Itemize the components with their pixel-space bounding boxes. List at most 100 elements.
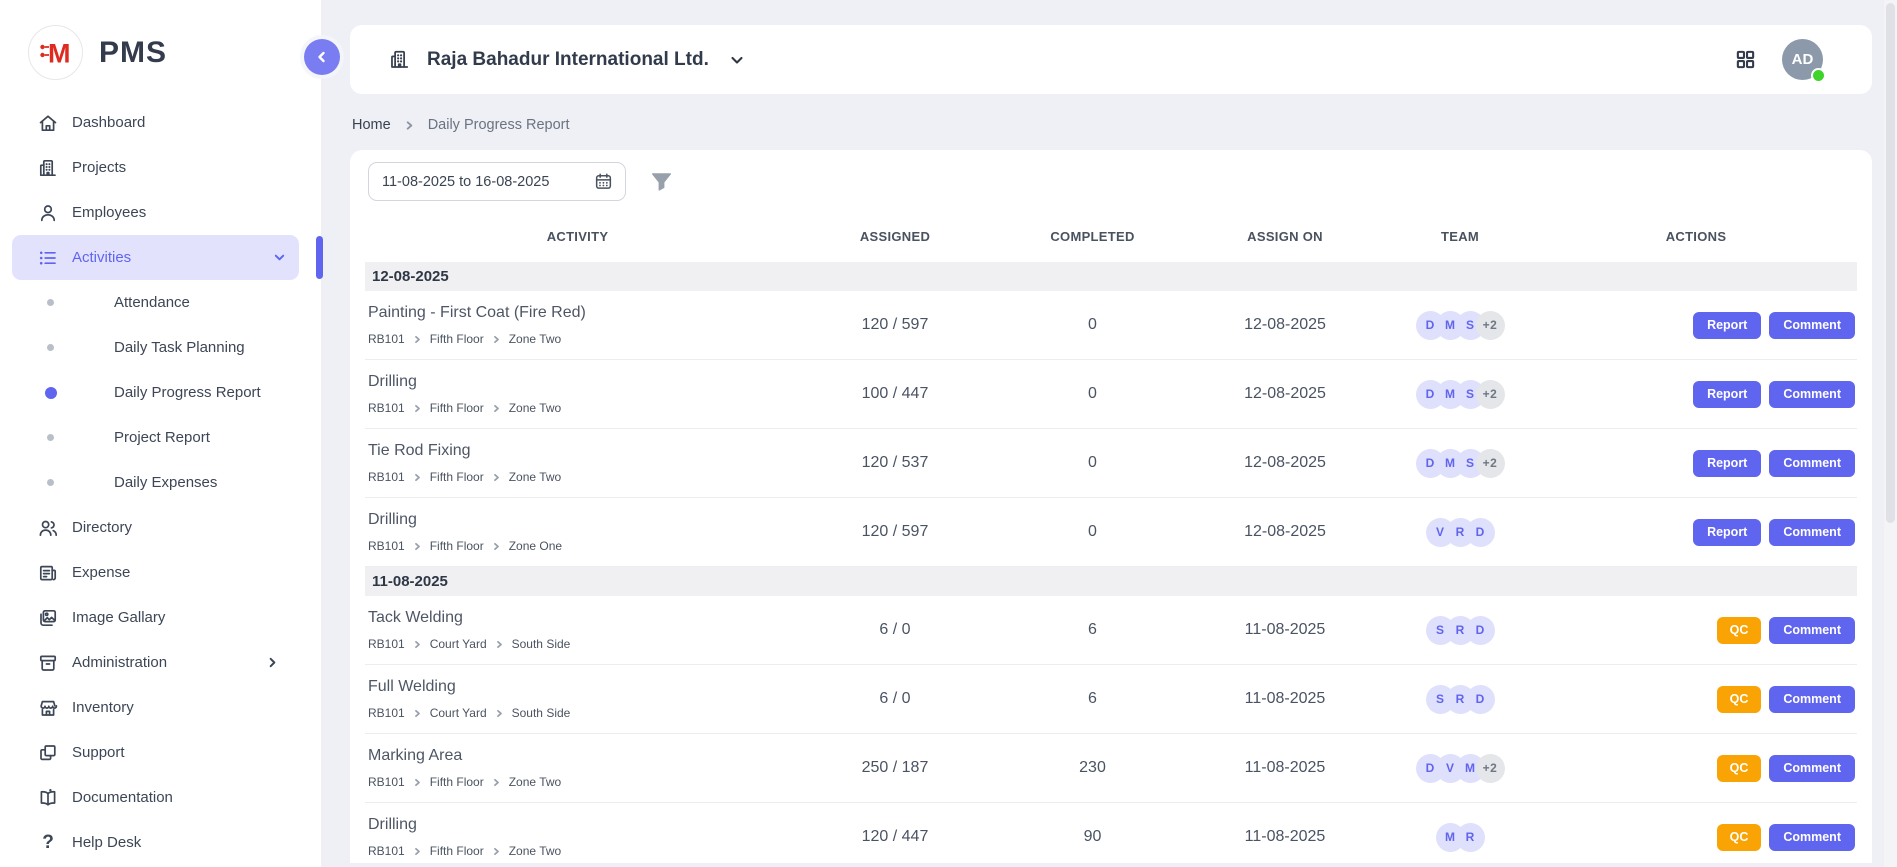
sidebar-subitem-label: Project Report xyxy=(114,429,210,446)
path-segment: Zone Two xyxy=(508,844,562,858)
sidebar-item-help-desk[interactable]: ? Help Desk xyxy=(12,820,299,865)
sidebar-item-activities[interactable]: Activities xyxy=(12,235,323,280)
bullet-icon xyxy=(47,479,54,486)
sidebar-item-image-gallary[interactable]: Image Gallary xyxy=(12,595,299,640)
home-icon xyxy=(37,112,59,134)
path-segment: RB101 xyxy=(368,706,405,720)
report-button[interactable]: Report xyxy=(1693,518,1762,546)
qc-button[interactable]: QC xyxy=(1716,616,1762,644)
chevron-right-icon xyxy=(413,542,422,551)
assigned-cell: 120 / 447 xyxy=(861,828,929,845)
completed-cell: 230 xyxy=(1079,759,1106,776)
page-scrollbar[interactable] xyxy=(1884,0,1897,867)
sidebar-collapse-button[interactable] xyxy=(304,39,340,75)
path-segment: RB101 xyxy=(368,775,405,789)
team-extra-badge[interactable]: +2 xyxy=(1475,753,1505,783)
activity-cell: Tack Welding RB101 Court Yard South Side xyxy=(365,609,790,651)
chevron-down-icon xyxy=(729,52,745,68)
activity-cell: Drilling RB101 Fifth Floor Zone Two xyxy=(365,373,790,415)
report-button[interactable]: Report xyxy=(1693,311,1762,339)
completed-cell: 0 xyxy=(1088,316,1097,333)
team-cell: D V M +2 xyxy=(1385,753,1535,783)
sidebar-subitem-attendance[interactable]: Attendance xyxy=(0,280,321,325)
column-header-completed: COMPLETED xyxy=(1050,229,1135,244)
qc-button[interactable]: QC xyxy=(1716,823,1762,851)
assign-on-cell: 11-08-2025 xyxy=(1244,828,1326,845)
sidebar-item-dashboard[interactable]: Dashboard xyxy=(12,100,299,145)
company-selector[interactable]: Raja Bahadur International Ltd. xyxy=(388,48,745,71)
chevron-right-icon xyxy=(492,335,501,344)
store-icon xyxy=(37,697,59,719)
actions-cell: Report Comment xyxy=(1535,449,1857,477)
team-member-badge[interactable]: D xyxy=(1465,615,1495,645)
comment-button[interactable]: Comment xyxy=(1769,754,1855,782)
path-segment: South Side xyxy=(511,637,571,651)
chevron-right-icon xyxy=(495,640,504,649)
comment-button[interactable]: Comment xyxy=(1769,311,1855,339)
comment-button[interactable]: Comment xyxy=(1769,380,1855,408)
activity-title: Drilling xyxy=(368,511,417,528)
chevron-right-icon xyxy=(413,709,422,718)
team-extra-badge[interactable]: +2 xyxy=(1475,379,1505,409)
copy-icon xyxy=(37,742,59,764)
user-avatar[interactable]: AD xyxy=(1782,39,1826,83)
sidebar-item-projects[interactable]: Projects xyxy=(12,145,299,190)
comment-button[interactable]: Comment xyxy=(1769,823,1855,851)
assigned-cell: 100 / 447 xyxy=(861,385,929,402)
sidebar-subitem-daily-progress-report[interactable]: Daily Progress Report xyxy=(0,370,321,415)
sidebar-item-expense[interactable]: Expense xyxy=(12,550,299,595)
report-button[interactable]: Report xyxy=(1693,449,1762,477)
sidebar-item-support[interactable]: Support xyxy=(12,730,299,775)
sidebar-subitem-daily-task-planning[interactable]: Daily Task Planning xyxy=(0,325,321,370)
sidebar-item-directory[interactable]: Directory xyxy=(12,505,299,550)
path-segment: Fifth Floor xyxy=(429,539,484,553)
date-range-value: 11-08-2025 to 16-08-2025 xyxy=(382,173,550,190)
team-member-badge[interactable]: D xyxy=(1465,684,1495,714)
archive-icon xyxy=(37,652,59,674)
sidebar-item-documentation[interactable]: Documentation xyxy=(12,775,299,820)
assigned-cell: 250 / 187 xyxy=(861,759,929,776)
avatar-initials: AD xyxy=(1791,51,1814,68)
completed-cell: 0 xyxy=(1088,385,1097,402)
date-range-input[interactable]: 11-08-2025 to 16-08-2025 xyxy=(368,162,626,201)
completed-cell: 6 xyxy=(1088,690,1097,707)
team-cell: D M S +2 xyxy=(1385,448,1535,478)
actions-cell: QC Comment xyxy=(1535,754,1857,782)
activity-title: Tie Rod Fixing xyxy=(368,442,471,459)
activity-title: Drilling xyxy=(368,373,417,390)
sidebar-subitem-project-report[interactable]: Project Report xyxy=(0,415,321,460)
apps-grid-icon[interactable] xyxy=(1735,49,1756,70)
qc-button[interactable]: QC xyxy=(1716,685,1762,713)
company-name: Raja Bahadur International Ltd. xyxy=(427,48,709,70)
comment-button[interactable]: Comment xyxy=(1769,449,1855,477)
sidebar-item-inventory[interactable]: Inventory xyxy=(12,685,299,730)
comment-button[interactable]: Comment xyxy=(1769,616,1855,644)
sidebar-item-employees[interactable]: Employees xyxy=(12,190,299,235)
completed-cell: 0 xyxy=(1088,454,1097,471)
scrollbar-thumb[interactable] xyxy=(1886,3,1895,523)
activity-cell: Painting - First Coat (Fire Red) RB101 Fif… xyxy=(365,304,790,346)
sidebar-nav: Dashboard Projects Employees Activities Atte… xyxy=(0,96,323,865)
table-row: Marking Area RB101 Fifth Floor Zone Two 250 … xyxy=(365,734,1857,803)
team-member-badge[interactable]: D xyxy=(1465,517,1495,547)
qc-button[interactable]: QC xyxy=(1716,754,1762,782)
actions-cell: Report Comment xyxy=(1535,311,1857,339)
assigned-cell: 120 / 597 xyxy=(861,316,929,333)
content-card: 11-08-2025 to 16-08-2025 ACTIVITY ASSIGNE… xyxy=(350,150,1872,863)
calendar-icon xyxy=(594,172,613,191)
comment-button[interactable]: Comment xyxy=(1769,685,1855,713)
comment-button[interactable]: Comment xyxy=(1769,518,1855,546)
team-member-badge[interactable]: R xyxy=(1455,822,1485,852)
sidebar: M PMS Dashboard Projects Employees Activiti… xyxy=(0,0,323,867)
team-extra-badge[interactable]: +2 xyxy=(1475,310,1505,340)
report-button[interactable]: Report xyxy=(1693,380,1762,408)
team-extra-badge[interactable]: +2 xyxy=(1475,448,1505,478)
sidebar-subitem-daily-expenses[interactable]: Daily Expenses xyxy=(0,460,321,505)
receipt-icon xyxy=(37,562,59,584)
completed-cell: 0 xyxy=(1088,523,1097,540)
breadcrumb-home[interactable]: Home xyxy=(352,117,391,133)
sidebar-subitem-label: Daily Expenses xyxy=(114,474,218,491)
date-group-header: 11-08-2025 xyxy=(365,567,1857,596)
sidebar-item-administration[interactable]: Administration xyxy=(12,640,299,685)
filter-icon[interactable] xyxy=(651,172,672,192)
